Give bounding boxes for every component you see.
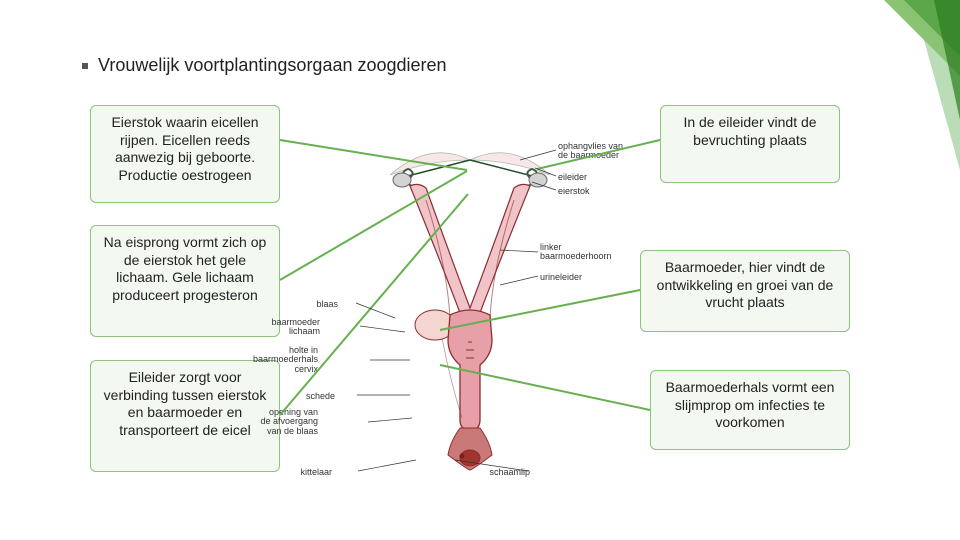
anatomy-label: linkerbaarmoederhoorn <box>540 243 612 262</box>
anatomy-label: urineleider <box>540 273 582 282</box>
corner-decoration <box>884 0 960 170</box>
info-box-ovary: Eierstok waarin eicellen rijpen. Eicelle… <box>90 105 280 203</box>
info-box-fertilization: In de eileider vindt de bevruchting plaa… <box>660 105 840 183</box>
slide-title: Vrouwelijk voortplantingsorgaan zoogdier… <box>98 55 447 76</box>
anatomy-label: eierstok <box>558 187 590 196</box>
anatomy-label: opening vande afvoergangvan de blaas <box>260 408 318 436</box>
slide-root: Vrouwelijk voortplantingsorgaan zoogdier… <box>0 0 960 540</box>
anatomy-label: schaamlip <box>489 468 530 477</box>
slide-title-row: Vrouwelijk voortplantingsorgaan zoogdier… <box>82 55 447 76</box>
anatomy-label: baarmoederlichaam <box>271 318 320 337</box>
anatomy-label: eileider <box>558 173 587 182</box>
anatomy-label: schede <box>306 392 335 401</box>
anatomy-label: kittelaar <box>300 468 332 477</box>
anatomy-label: holte inbaarmoederhalscervix <box>253 346 318 374</box>
anatomy-label: ophangvlies vande baarmoeder <box>558 142 623 161</box>
anatomy-label: blaas <box>316 300 338 309</box>
bullet-icon <box>82 63 88 69</box>
info-box-uterus: Baarmoeder, hier vindt de ontwikkeling e… <box>640 250 850 332</box>
info-box-oviduct: Eileider zorgt voor verbinding tussen ei… <box>90 360 280 472</box>
info-box-cervix: Baarmoederhals vormt een slijmprop om in… <box>650 370 850 450</box>
info-box-corpus-luteum: Na eisprong vormt zich op de eierstok he… <box>90 225 280 337</box>
anatomy-diagram <box>330 130 610 480</box>
